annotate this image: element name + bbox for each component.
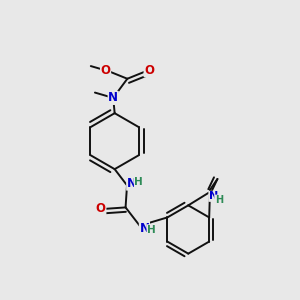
Text: H: H xyxy=(147,225,156,235)
Text: O: O xyxy=(100,64,110,77)
Text: N: N xyxy=(140,221,149,235)
Text: O: O xyxy=(96,202,106,215)
Text: O: O xyxy=(144,64,154,77)
Text: H: H xyxy=(215,195,223,205)
Text: N: N xyxy=(127,177,137,190)
Text: N: N xyxy=(209,191,218,201)
Text: H: H xyxy=(134,177,143,188)
Text: N: N xyxy=(108,92,118,104)
